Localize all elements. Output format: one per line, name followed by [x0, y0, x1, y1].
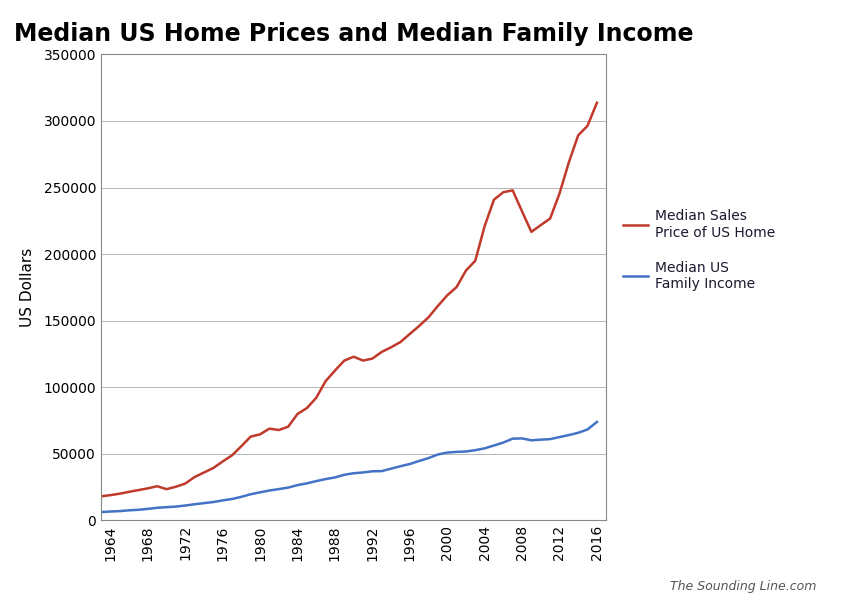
Median US
Family Income: [367, 468, 377, 475]
Title: Median US Home Prices and Median Family Income: Median US Home Prices and Median Family …: [13, 22, 694, 45]
Y-axis label: US Dollars: US Dollars: [20, 248, 35, 327]
Median US
Family Income: [283, 484, 293, 491]
Line: Median Sales
Price of US Home: Median Sales Price of US Home: [101, 103, 597, 496]
Median Sales
Price of US Home: [433, 302, 443, 310]
Median Sales
Price of US Home: [96, 492, 106, 500]
Line: Median US
Family Income: Median US Family Income: [101, 422, 597, 512]
Median US
Family Income: [180, 502, 190, 509]
Text: The Sounding Line.com: The Sounding Line.com: [670, 580, 817, 593]
Median Sales
Price of US Home: [283, 423, 293, 430]
Median US
Family Income: [386, 465, 396, 473]
Median US
Family Income: [592, 418, 602, 425]
Median US
Family Income: [433, 451, 443, 458]
Median Sales
Price of US Home: [386, 344, 396, 351]
Median Sales
Price of US Home: [396, 338, 406, 345]
Median Sales
Price of US Home: [367, 355, 377, 362]
Median US
Family Income: [396, 463, 406, 470]
Median Sales
Price of US Home: [180, 480, 190, 487]
Median US
Family Income: [96, 508, 106, 515]
Legend: Median Sales
Price of US Home, Median US
Family Income: Median Sales Price of US Home, Median US…: [623, 209, 775, 291]
Median Sales
Price of US Home: [592, 99, 602, 106]
